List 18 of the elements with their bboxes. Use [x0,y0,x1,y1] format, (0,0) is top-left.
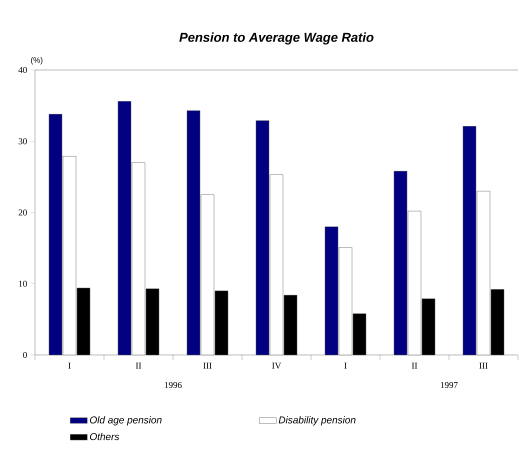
x-tick-label: I [68,362,71,369]
chart-title: Pension to Average Wage Ratio [179,32,374,44]
legend-label: Old age pension [90,416,162,426]
x-tick-label: III [203,362,212,369]
x-tick-label: I [344,362,347,369]
y-tick-label: 20 [18,209,27,216]
legend-label: Disability pension [278,416,356,426]
x-tick-label: II [412,362,418,369]
text: 1996 [164,382,182,388]
y-tick-label: 40 [18,66,27,74]
y-tick-label: 30 [18,138,27,144]
x-tick-label: II [136,362,142,369]
y-tick-label: 10 [19,280,27,287]
y-tick-label: 0 [23,352,27,358]
x-tick-label: IV [272,362,282,369]
text: 1997 [440,382,458,388]
x-tick-label: III [479,362,488,369]
legend-label: Others [90,432,120,440]
